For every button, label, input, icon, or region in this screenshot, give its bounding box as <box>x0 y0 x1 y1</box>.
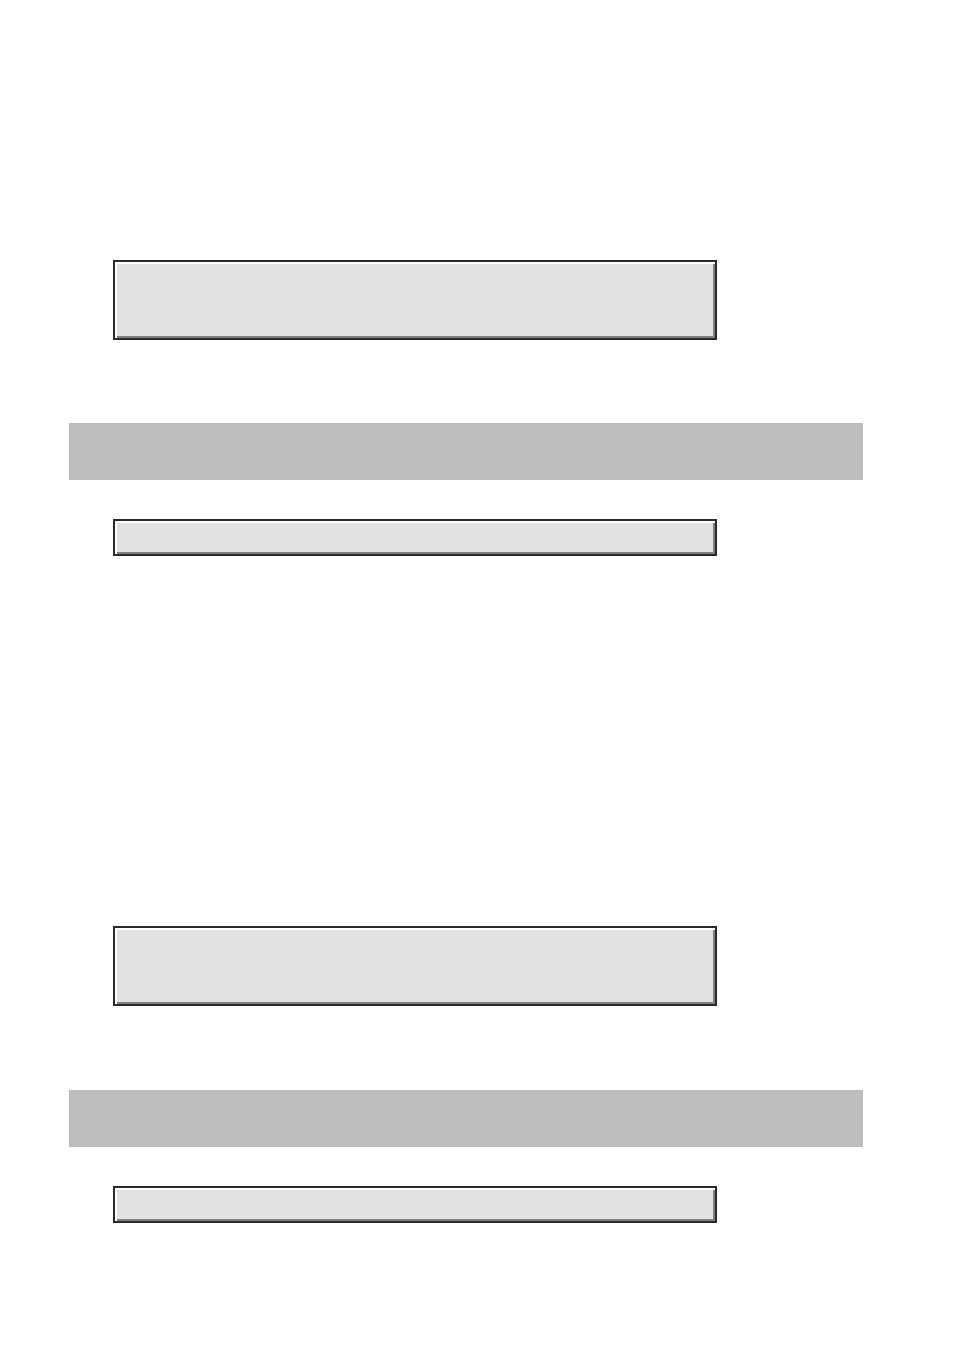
separator-bar-2 <box>69 1090 863 1147</box>
input-box-1[interactable] <box>113 260 717 340</box>
input-field-1[interactable] <box>113 519 717 556</box>
input-field-2[interactable] <box>113 1186 717 1223</box>
separator-bar-1 <box>69 423 863 480</box>
input-box-2[interactable] <box>113 926 717 1006</box>
